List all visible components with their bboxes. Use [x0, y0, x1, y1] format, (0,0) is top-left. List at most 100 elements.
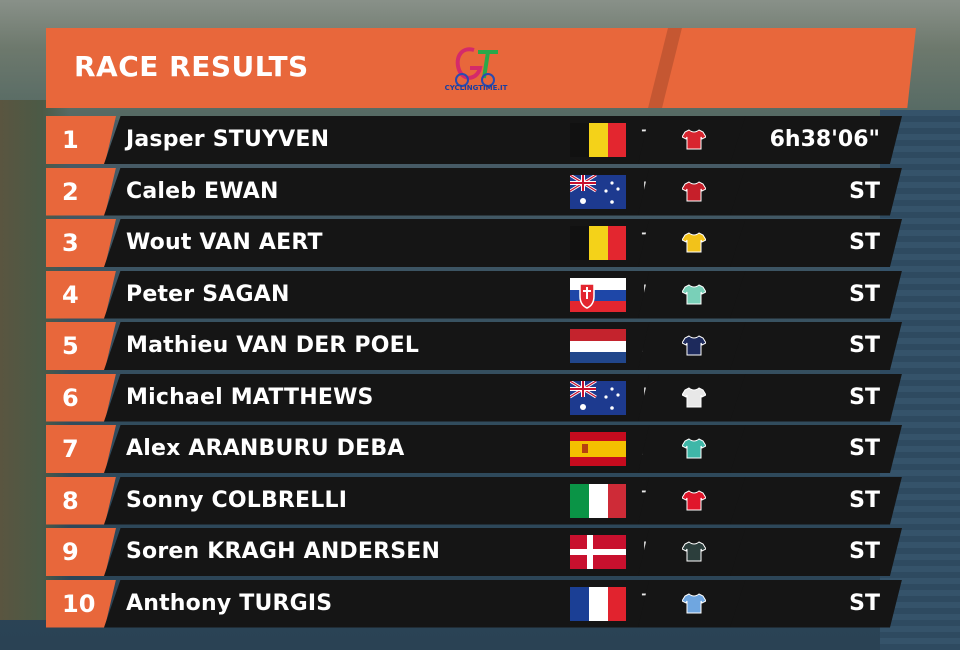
- rank-number: 2: [62, 177, 79, 206]
- rider-cell: Caleb EWANLTS: [104, 167, 656, 216]
- flag-slovakia-icon: [570, 277, 626, 312]
- flag-belgium-icon: [570, 226, 626, 260]
- jersey-icon: [682, 592, 706, 613]
- jersey-icon: [682, 438, 706, 459]
- jersey-icon: [682, 232, 706, 253]
- jersey-icon: [682, 129, 706, 150]
- results-board: RACE RESULTS CYCLINGTIME.IT 1 Jasper STUY…: [46, 28, 916, 628]
- finish-time: 6h38'06": [769, 127, 880, 152]
- jersey-cell: [638, 528, 750, 576]
- rank-cell: 1: [46, 116, 116, 164]
- rider-name: Caleb EWAN: [126, 178, 279, 204]
- rider-name: Anthony TURGIS: [126, 590, 333, 616]
- rider-name: Soren KRAGH ANDERSEN: [126, 539, 441, 564]
- page-title: RACE RESULTS: [74, 50, 309, 83]
- jersey-cell: [638, 373, 750, 422]
- rider-cell: Peter SAGANBOH: [104, 270, 656, 319]
- time-cell: ST: [730, 476, 902, 525]
- rider-cell: Soren KRAGH ANDERSENDSM: [104, 528, 656, 576]
- flag-belgium-icon: [570, 123, 626, 157]
- rider-name: Michael MATTHEWS: [126, 384, 374, 410]
- jersey-cell: [638, 476, 750, 525]
- rank-cell: 5: [46, 322, 116, 370]
- results-header: RACE RESULTS CYCLINGTIME.IT: [46, 28, 916, 108]
- time-cell: ST: [730, 528, 902, 576]
- rank-number: 6: [62, 383, 79, 412]
- rider-cell: Michael MATTHEWSBEX: [104, 373, 656, 422]
- rider-cell: Sonny COLBRELLITBV: [104, 476, 656, 525]
- finish-time: ST: [849, 590, 880, 616]
- rider-name: Jasper STUYVEN: [126, 127, 330, 152]
- finish-time: ST: [849, 384, 880, 410]
- flag-spain-icon: [570, 432, 626, 466]
- rank-cell: 4: [46, 270, 116, 319]
- flag-netherlands-icon: [570, 329, 626, 363]
- flag-australia-icon: [570, 174, 626, 209]
- rank-cell: 2: [46, 167, 116, 216]
- rider-cell: Alex ARANBURU DEBAAPT: [104, 425, 656, 473]
- rank-number: 10: [62, 589, 96, 618]
- rank-number: 8: [62, 486, 79, 515]
- finish-time: ST: [849, 178, 880, 204]
- rider-name: Sonny COLBRELLI: [126, 487, 348, 513]
- flag-italy-icon: [570, 483, 626, 518]
- rank-cell: 7: [46, 425, 116, 473]
- rider-cell: Wout VAN AERTTJV: [104, 219, 656, 267]
- rider-name: Alex ARANBURU DEBA: [126, 436, 405, 461]
- jersey-icon: [682, 489, 706, 510]
- finish-time: ST: [849, 436, 880, 461]
- jersey-icon: [682, 386, 706, 407]
- time-cell: ST: [730, 322, 902, 370]
- flag-france-icon: [570, 586, 626, 621]
- time-cell: ST: [730, 425, 902, 473]
- jersey-icon: [682, 541, 706, 562]
- jersey-cell: [638, 425, 750, 473]
- rank-cell: 8: [46, 476, 116, 525]
- jersey-cell: [638, 322, 750, 370]
- time-cell: ST: [730, 219, 902, 267]
- rank-number: 9: [62, 538, 79, 566]
- rider-name: Mathieu VAN DER POEL: [126, 333, 420, 358]
- rider-cell: Mathieu VAN DER POELAFC: [104, 322, 656, 370]
- table-row: 8 Sonny COLBRELLITBV ST: [46, 476, 916, 525]
- flag-australia-icon: [570, 380, 626, 415]
- jersey-cell: [638, 116, 750, 164]
- rank-number: 4: [62, 280, 79, 309]
- table-row: 3 Wout VAN AERTTJV ST: [46, 219, 916, 267]
- jersey-icon: [682, 283, 706, 304]
- rank-cell: 10: [46, 579, 116, 628]
- jersey-cell: [638, 579, 750, 628]
- finish-time: ST: [849, 333, 880, 358]
- rank-number: 5: [62, 332, 79, 360]
- jersey-icon: [682, 335, 706, 356]
- logo-icon: [455, 47, 498, 87]
- rank-number: 3: [62, 229, 79, 257]
- finish-time: ST: [849, 281, 880, 307]
- table-row: 6 Michael MATTHEWSBEX ST: [46, 373, 916, 422]
- logo-text: CYCLINGTIME.IT: [444, 84, 508, 92]
- finish-time: ST: [849, 487, 880, 513]
- rider-cell: Jasper STUYVENTFS: [104, 116, 656, 164]
- rank-number: 1: [62, 126, 79, 154]
- jersey-cell: [638, 270, 750, 319]
- time-cell: ST: [730, 167, 902, 216]
- time-cell: ST: [730, 579, 902, 628]
- rider-name: Wout VAN AERT: [126, 230, 323, 255]
- table-row: 1 Jasper STUYVENTFS 6h38'06": [46, 116, 916, 164]
- jersey-cell: [638, 219, 750, 267]
- table-row: 5 Mathieu VAN DER POELAFC ST: [46, 322, 916, 370]
- jersey-icon: [682, 180, 706, 201]
- header-divider: [648, 28, 682, 108]
- table-row: 10 Anthony TURGISTDE ST: [46, 579, 916, 628]
- time-cell: ST: [730, 270, 902, 319]
- table-row: 9 Soren KRAGH ANDERSENDSM ST: [46, 528, 916, 576]
- finish-time: ST: [849, 230, 880, 255]
- finish-time: ST: [849, 539, 880, 564]
- time-cell: ST: [730, 373, 902, 422]
- rank-cell: 6: [46, 373, 116, 422]
- time-cell: 6h38'06": [730, 116, 902, 164]
- table-row: 4 Peter SAGANBOH ST: [46, 270, 916, 319]
- rank-number: 7: [62, 435, 79, 463]
- rank-cell: 9: [46, 528, 116, 576]
- jersey-cell: [638, 167, 750, 216]
